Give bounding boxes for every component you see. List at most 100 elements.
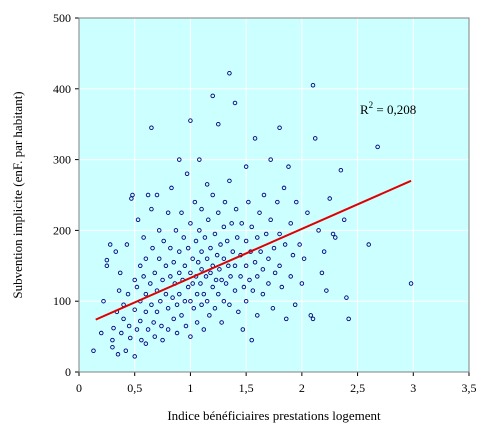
data-point bbox=[230, 249, 236, 254]
data-point bbox=[292, 302, 298, 307]
x-tick-label: 1,5 bbox=[239, 381, 254, 395]
data-point bbox=[213, 277, 219, 283]
data-point bbox=[145, 192, 151, 198]
data-point bbox=[312, 136, 318, 141]
data-point bbox=[301, 256, 307, 261]
data-point bbox=[281, 185, 287, 191]
data-point bbox=[227, 178, 232, 184]
data-point bbox=[277, 231, 282, 237]
data-point bbox=[124, 242, 130, 247]
data-point bbox=[177, 249, 182, 254]
data-point bbox=[260, 291, 266, 297]
data-point bbox=[210, 93, 215, 99]
r2-annotation: R2 = 0,208 bbox=[360, 100, 416, 117]
data-point bbox=[346, 316, 351, 322]
data-point bbox=[188, 334, 193, 339]
data-point bbox=[319, 270, 325, 276]
data-point bbox=[119, 330, 124, 336]
data-point bbox=[216, 121, 221, 127]
data-point bbox=[107, 242, 113, 247]
data-point bbox=[116, 288, 122, 293]
data-point bbox=[110, 337, 115, 343]
data-point bbox=[252, 260, 258, 265]
data-point bbox=[161, 238, 166, 244]
y-axis-title: Subvention implicite (enF. par habitant) bbox=[10, 91, 25, 298]
data-point bbox=[243, 164, 249, 169]
data-point bbox=[243, 263, 249, 269]
data-point bbox=[199, 267, 204, 272]
data-point bbox=[173, 228, 179, 233]
data-point bbox=[266, 256, 271, 261]
data-point bbox=[199, 302, 204, 307]
data-point bbox=[232, 288, 238, 293]
data-point bbox=[290, 252, 296, 258]
data-point bbox=[249, 337, 254, 343]
data-point bbox=[174, 302, 180, 307]
data-point bbox=[255, 274, 260, 279]
data-point bbox=[234, 235, 240, 240]
data-point bbox=[210, 192, 215, 198]
data-point bbox=[247, 277, 252, 283]
data-point bbox=[241, 284, 247, 290]
data-point bbox=[266, 281, 271, 286]
data-point bbox=[260, 267, 266, 272]
data-point bbox=[156, 228, 162, 233]
y-tick-label: 300 bbox=[53, 153, 71, 167]
data-point bbox=[143, 309, 149, 315]
data-point bbox=[240, 327, 246, 332]
data-point bbox=[288, 221, 293, 226]
data-point bbox=[221, 298, 227, 304]
data-point bbox=[238, 274, 243, 279]
data-point bbox=[330, 231, 336, 237]
data-point bbox=[101, 298, 106, 304]
data-point bbox=[199, 249, 204, 254]
data-point bbox=[145, 327, 151, 332]
data-point bbox=[104, 263, 110, 269]
data-point bbox=[232, 100, 238, 106]
data-point bbox=[255, 313, 260, 318]
data-point bbox=[113, 249, 119, 254]
plot-area bbox=[79, 18, 469, 372]
data-point bbox=[123, 348, 129, 354]
data-point bbox=[163, 263, 169, 269]
data-point bbox=[194, 291, 200, 297]
data-point bbox=[132, 307, 137, 312]
data-point bbox=[344, 295, 349, 300]
x-tick-label: 3 bbox=[410, 381, 416, 395]
y-tick-label: 400 bbox=[53, 82, 71, 96]
data-point bbox=[174, 330, 180, 336]
data-point bbox=[177, 270, 182, 276]
data-point bbox=[204, 256, 210, 261]
x-axis-title: Indice bénéficiaires prestations logemen… bbox=[167, 408, 381, 423]
data-point bbox=[197, 157, 202, 162]
data-point bbox=[165, 306, 171, 311]
data-point bbox=[135, 217, 141, 223]
data-point bbox=[341, 217, 347, 223]
data-point bbox=[204, 298, 210, 304]
data-point bbox=[190, 256, 195, 261]
data-point bbox=[154, 309, 160, 315]
data-point bbox=[130, 192, 135, 198]
data-point bbox=[188, 118, 193, 123]
data-point bbox=[233, 206, 239, 212]
data-point bbox=[191, 306, 197, 311]
data-point bbox=[143, 291, 149, 297]
data-point bbox=[299, 281, 305, 286]
data-point bbox=[297, 242, 302, 247]
data-point bbox=[272, 270, 278, 276]
data-point bbox=[305, 210, 310, 215]
data-point bbox=[179, 313, 184, 318]
data-point bbox=[208, 245, 213, 251]
data-point bbox=[268, 157, 273, 162]
data-point bbox=[263, 231, 269, 237]
data-point bbox=[375, 144, 380, 150]
data-point bbox=[188, 221, 193, 226]
data-point bbox=[132, 354, 137, 359]
x-tick-label: 3,5 bbox=[462, 381, 477, 395]
data-point bbox=[239, 221, 244, 226]
data-point bbox=[117, 270, 123, 276]
plot-border bbox=[78, 17, 470, 373]
data-point bbox=[294, 199, 299, 205]
data-point bbox=[206, 217, 211, 223]
